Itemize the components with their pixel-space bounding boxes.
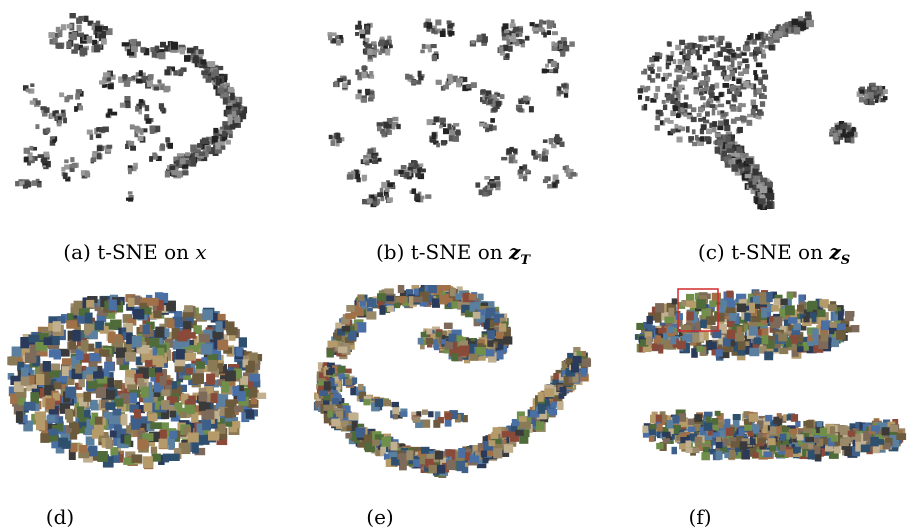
tsne-panel-d [0,285,280,485]
tsne-scatter-e [313,285,592,478]
caption-e: (e) [366,505,394,529]
tsne-panel-b [312,5,587,210]
caption-d: (d) [45,505,75,529]
tsne-scatter-b [327,18,578,208]
tsne-scatter-d [7,292,267,470]
tsne-scatter-c [637,11,888,210]
tsne-scatter-a [15,13,248,202]
highlight-box [677,288,719,332]
tsne-panel-e [312,285,592,485]
caption-b: (b) t-SNE on zT [375,240,531,268]
tsne-panel-f [628,285,913,485]
caption-c: (c) t-SNE on zS [697,240,851,268]
caption-a: (a) t-SNE on x [63,240,207,264]
caption-f: (f) [688,505,712,529]
tsne-panel-c [628,5,913,210]
tsne-panel-a [0,5,275,210]
tsne-scatter-f [634,288,907,462]
